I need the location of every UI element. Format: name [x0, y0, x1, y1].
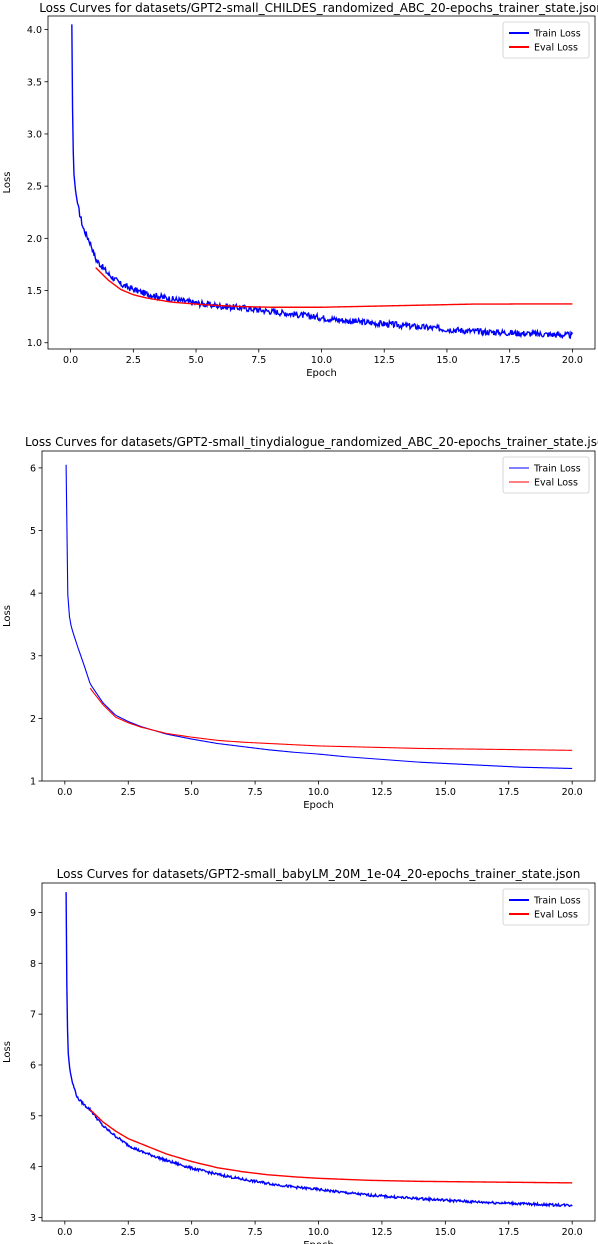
x-axis-label: Epoch [303, 800, 334, 811]
x-tick-label: 7.5 [248, 787, 263, 798]
series-line-eval-loss [89, 687, 573, 751]
series-line-train-loss [71, 24, 574, 340]
y-tick-label: 6 [30, 463, 36, 474]
x-tick-label: 17.5 [498, 1227, 519, 1238]
chart-babylm: Loss Curves for datasets/GPT2-small_baby… [2, 867, 596, 1244]
y-tick-label: 2.0 [27, 234, 42, 245]
legend-label: Train Loss [533, 29, 581, 40]
y-axis-label: Loss [2, 1041, 13, 1063]
y-axis-label: Loss [2, 172, 13, 194]
x-tick-label: 5.0 [188, 355, 203, 366]
x-tick-label: 20.0 [562, 355, 583, 366]
x-tick-label: 0.0 [57, 1227, 72, 1238]
plot-frame [47, 15, 596, 350]
legend-label: Train Loss [533, 896, 581, 907]
y-tick-label: 6 [30, 1060, 36, 1071]
x-tick-label: 2.5 [121, 787, 136, 798]
chart-tinydialogue: Loss Curves for datasets/GPT2-small_tiny… [2, 435, 598, 811]
y-tick-label: 7 [30, 1010, 36, 1021]
x-tick-label: 17.5 [499, 355, 520, 366]
y-tick-label: 3.0 [27, 129, 42, 140]
x-tick-label: 0.0 [57, 787, 72, 798]
y-tick-label: 3 [30, 1213, 36, 1224]
chart-title: Loss Curves for datasets/GPT2-small_baby… [57, 867, 581, 881]
y-axis-label: Loss [2, 605, 13, 627]
x-tick-label: 10.0 [308, 787, 329, 798]
x-tick-label: 7.5 [248, 1227, 263, 1238]
plot-frame [41, 450, 596, 782]
legend: Train Loss Eval Loss [502, 21, 590, 59]
x-tick-label: 17.5 [498, 787, 519, 798]
chart-childes: Loss Curves for datasets/GPT2-small_CHIL… [2, 1, 598, 379]
series-line-train-loss [65, 892, 573, 1208]
x-tick-label: 7.5 [251, 355, 266, 366]
legend-label: Eval Loss [534, 910, 578, 921]
x-axis-label: Epoch [303, 1240, 334, 1244]
legend-label: Eval Loss [534, 43, 578, 54]
x-tick-label: 20.0 [562, 1227, 583, 1238]
y-tick-label: 5 [30, 1111, 36, 1122]
y-tick-label: 3.5 [27, 77, 42, 88]
y-tick-label: 1 [30, 777, 36, 788]
y-tick-label: 2 [30, 714, 36, 725]
x-tick-label: 5.0 [184, 1227, 199, 1238]
chart-title: Loss Curves for datasets/GPT2-small_tiny… [25, 435, 598, 449]
series-line-eval-loss [89, 1109, 573, 1184]
x-tick-label: 12.5 [374, 355, 395, 366]
x-tick-label: 12.5 [371, 1227, 392, 1238]
chart-title: Loss Curves for datasets/GPT2-small_CHIL… [39, 1, 598, 15]
legend-label: Eval Loss [534, 478, 578, 489]
legend-label: Train Loss [533, 464, 581, 475]
y-tick-label: 2.5 [27, 182, 42, 193]
series-line-train-loss [65, 464, 573, 770]
y-tick-label: 4.0 [27, 25, 42, 36]
legend: Train Loss Eval Loss [502, 456, 590, 494]
x-tick-label: 12.5 [371, 787, 392, 798]
y-tick-label: 3 [30, 651, 36, 662]
x-tick-label: 5.0 [184, 787, 199, 798]
y-tick-label: 9 [30, 908, 36, 919]
y-tick-label: 8 [30, 959, 36, 970]
x-tick-label: 10.0 [311, 355, 332, 366]
plot-frame [41, 882, 596, 1222]
x-tick-label: 15.0 [435, 787, 456, 798]
x-tick-label: 2.5 [126, 355, 141, 366]
y-tick-label: 1.5 [27, 286, 42, 297]
series-line-eval-loss [95, 267, 573, 308]
y-tick-label: 5 [30, 526, 36, 537]
y-tick-label: 4 [30, 1162, 36, 1173]
y-tick-label: 1.0 [27, 338, 42, 349]
legend-box [502, 888, 590, 926]
legend: Train Loss Eval Loss [502, 888, 590, 926]
legend-box [502, 21, 590, 59]
x-axis-label: Epoch [306, 368, 337, 379]
x-tick-label: 20.0 [562, 787, 583, 798]
x-tick-label: 15.0 [436, 355, 457, 366]
x-tick-label: 15.0 [435, 1227, 456, 1238]
x-tick-label: 10.0 [308, 1227, 329, 1238]
x-tick-label: 2.5 [121, 1227, 136, 1238]
y-tick-label: 4 [30, 589, 36, 600]
legend-box [502, 456, 590, 494]
x-tick-label: 0.0 [63, 355, 78, 366]
